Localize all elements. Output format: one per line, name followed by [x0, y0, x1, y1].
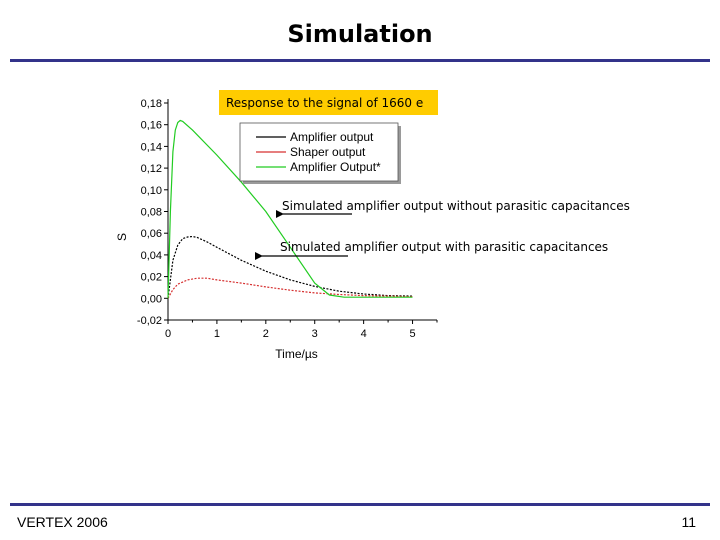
- y-tick-label: 0,16: [141, 120, 162, 132]
- y-tick-label: 0,02: [141, 272, 162, 284]
- response-annotation-text: Response to the signal of 1660 e: [226, 96, 423, 110]
- series-line-1: [167, 277, 413, 299]
- annotation-without-parasitic: Simulated amplifier output without paras…: [282, 199, 630, 213]
- y-tick-label: 0,10: [141, 185, 162, 197]
- series-line-2: [167, 119, 413, 299]
- x-tick-label: 2: [263, 328, 269, 340]
- y-tick-label: 0,00: [141, 293, 162, 305]
- response-annotation-box: [219, 90, 438, 115]
- slide-title: Simulation: [287, 20, 433, 48]
- x-tick-label: 4: [361, 328, 367, 340]
- series-line-0: [167, 235, 413, 299]
- x-tick-label: 3: [312, 328, 318, 340]
- y-axis-title: S: [115, 233, 129, 241]
- legend-label-2: Amplifier Output*: [290, 160, 381, 174]
- legend-label-1: Shaper output: [290, 145, 366, 159]
- annotation-with-parasitic: Simulated amplifier output with parasiti…: [280, 240, 608, 254]
- bottom-divider: [10, 503, 710, 506]
- y-tick-label: 0,04: [141, 250, 162, 262]
- y-tick-label: 0,14: [141, 141, 162, 153]
- x-axis-title: Time/µs: [275, 347, 317, 361]
- y-tick-label: 0,06: [141, 228, 162, 240]
- x-tick-label: 0: [165, 328, 171, 340]
- y-tick-label: 0,12: [141, 163, 162, 175]
- y-tick-label: 0,08: [141, 207, 162, 219]
- page-number: 11: [681, 514, 696, 530]
- footer-conference: VERTEX 2006: [17, 514, 108, 530]
- x-tick-label: 5: [409, 328, 415, 340]
- y-tick-label: -0,02: [137, 315, 162, 327]
- top-divider: [10, 59, 710, 62]
- x-tick-label: 1: [214, 328, 220, 340]
- y-tick-label: 0,18: [141, 98, 162, 110]
- legend-label-0: Amplifier output: [290, 130, 374, 144]
